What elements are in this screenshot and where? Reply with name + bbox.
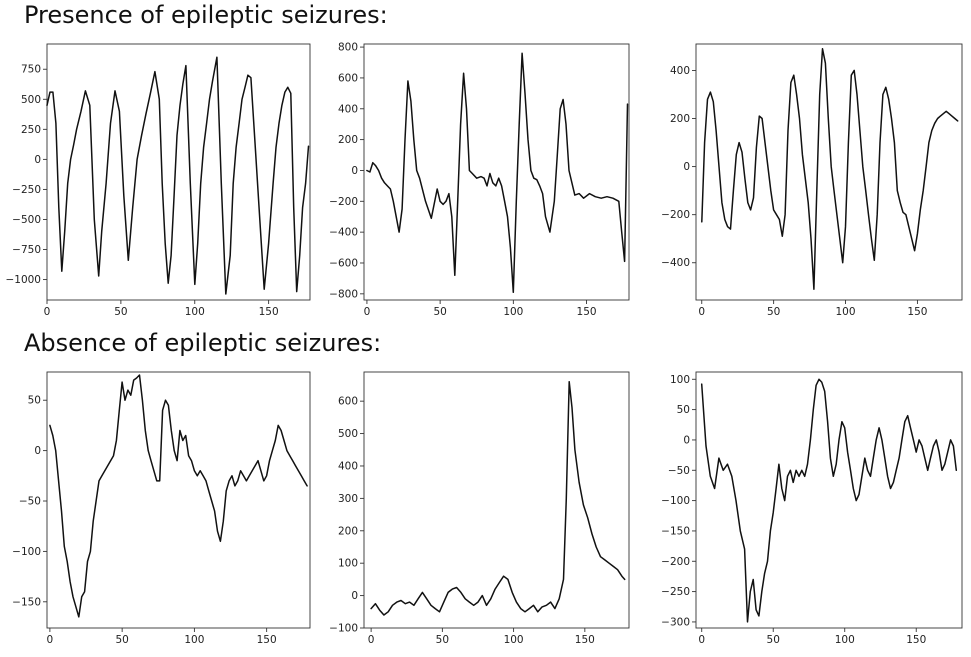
x-tick-label: 50 [436, 634, 449, 646]
plot-frame [695, 371, 963, 629]
eeg-signal-line [370, 380, 626, 616]
y-tick-label: 0 [683, 161, 690, 173]
x-tick-label: 0 [44, 306, 51, 318]
chart-presence-3: 0 50 100 150 400 200 0 −200 −400 [661, 43, 963, 318]
eeg-signal-line [366, 52, 629, 294]
y-tick-label: 200 [670, 113, 690, 125]
y-tick-label: 400 [338, 460, 358, 472]
x-tick-label: 0 [364, 306, 371, 318]
y-tick-label: 500 [338, 428, 358, 440]
y-tick-label: 750 [21, 64, 41, 76]
x-tick-label: 0 [368, 634, 375, 646]
y-tick-label: −50 [19, 496, 41, 508]
y-tick-label: 800 [338, 42, 358, 54]
y-tick-label: 600 [338, 396, 358, 408]
y-tick-label: −500 [12, 214, 41, 226]
y-tick-label: −150 [661, 525, 690, 537]
x-tick-label: 100 [184, 634, 204, 646]
eeg-signal-line [700, 378, 958, 623]
x-tick-label: 100 [504, 634, 524, 646]
x-tick-label: 100 [835, 634, 855, 646]
y-tick-label: 0 [34, 445, 41, 457]
chart-presence-2: 0 50 100 150 800 600 400 200 0 −200 −400 −600 −800 [329, 42, 630, 318]
y-tick-label: −300 [661, 616, 690, 628]
x-tick-label: 50 [115, 634, 128, 646]
y-tick-label: −250 [12, 184, 41, 196]
x-tick-label: 0 [47, 634, 54, 646]
y-tick-label: −100 [12, 546, 41, 558]
plot-frame [46, 371, 311, 629]
y-tick-label: −400 [329, 227, 358, 239]
x-tick-label: 0 [698, 634, 705, 646]
x-tick-label: 50 [767, 306, 780, 318]
plot-frame [695, 43, 963, 301]
chart-absence-2: 0 50 100 150 600 500 400 300 200 100 0 −100 [329, 371, 630, 646]
y-tick-label: 50 [677, 404, 690, 416]
y-tick-label: −800 [329, 288, 358, 300]
eeg-signal-line [46, 56, 310, 295]
y-tick-label: 0 [351, 590, 358, 602]
plot-frame [363, 371, 630, 629]
y-tick-label: 200 [338, 525, 358, 537]
x-tick-label: 100 [836, 306, 856, 318]
x-tick-label: 50 [433, 306, 446, 318]
y-tick-label: −600 [329, 257, 358, 269]
x-tick-label: 50 [767, 634, 780, 646]
y-tick-label: −200 [661, 209, 690, 221]
eeg-signal-line [701, 48, 959, 290]
y-tick-label: 500 [21, 94, 41, 106]
x-tick-label: 100 [185, 306, 205, 318]
y-tick-label: −100 [329, 623, 358, 635]
y-tick-label: 600 [338, 72, 358, 84]
y-tick-label: 0 [683, 434, 690, 446]
y-tick-label: −200 [329, 196, 358, 208]
chart-absence-1: 0 50 100 150 50 0 −50 −100 −150 [12, 371, 311, 646]
x-tick-label: 50 [114, 306, 127, 318]
chart-presence-1: 0 50 100 150 750 500 250 0 −250 −500 −750 −1000 [5, 43, 311, 318]
x-tick-label: 150 [259, 306, 279, 318]
plot-frame [363, 43, 630, 301]
y-tick-label: −50 [668, 465, 690, 477]
x-tick-label: 150 [906, 634, 926, 646]
y-tick-label: −750 [12, 244, 41, 256]
y-tick-label: −400 [661, 257, 690, 269]
x-tick-label: 100 [503, 306, 523, 318]
y-tick-label: 250 [21, 124, 41, 136]
absence-section-title: Absence of epileptic seizures: [24, 329, 382, 357]
y-tick-label: 50 [28, 395, 41, 407]
x-tick-label: 150 [577, 306, 597, 318]
y-tick-label: 300 [338, 493, 358, 505]
chart-absence-3: 0 50 100 150 100 50 0 −50 −100 −150 −200 −250 −300 [661, 371, 963, 646]
y-tick-label: −100 [661, 495, 690, 507]
y-tick-label: −250 [661, 586, 690, 598]
y-tick-label: 400 [338, 103, 358, 115]
plot-frame [46, 43, 311, 301]
y-tick-label: 200 [338, 134, 358, 146]
y-tick-label: 0 [34, 154, 41, 166]
eeg-signal-line [49, 374, 308, 618]
presence-section-title: Presence of epileptic seizures: [24, 1, 388, 29]
y-tick-label: −200 [661, 556, 690, 568]
y-tick-label: 100 [338, 558, 358, 570]
y-tick-label: 400 [670, 65, 690, 77]
y-tick-label: −150 [12, 596, 41, 608]
y-tick-label: 100 [670, 374, 690, 386]
y-tick-label: −1000 [5, 274, 41, 286]
x-tick-label: 150 [575, 634, 595, 646]
x-tick-label: 150 [907, 306, 927, 318]
x-tick-label: 150 [257, 634, 277, 646]
x-tick-label: 0 [698, 306, 705, 318]
y-tick-label: 0 [351, 165, 358, 177]
